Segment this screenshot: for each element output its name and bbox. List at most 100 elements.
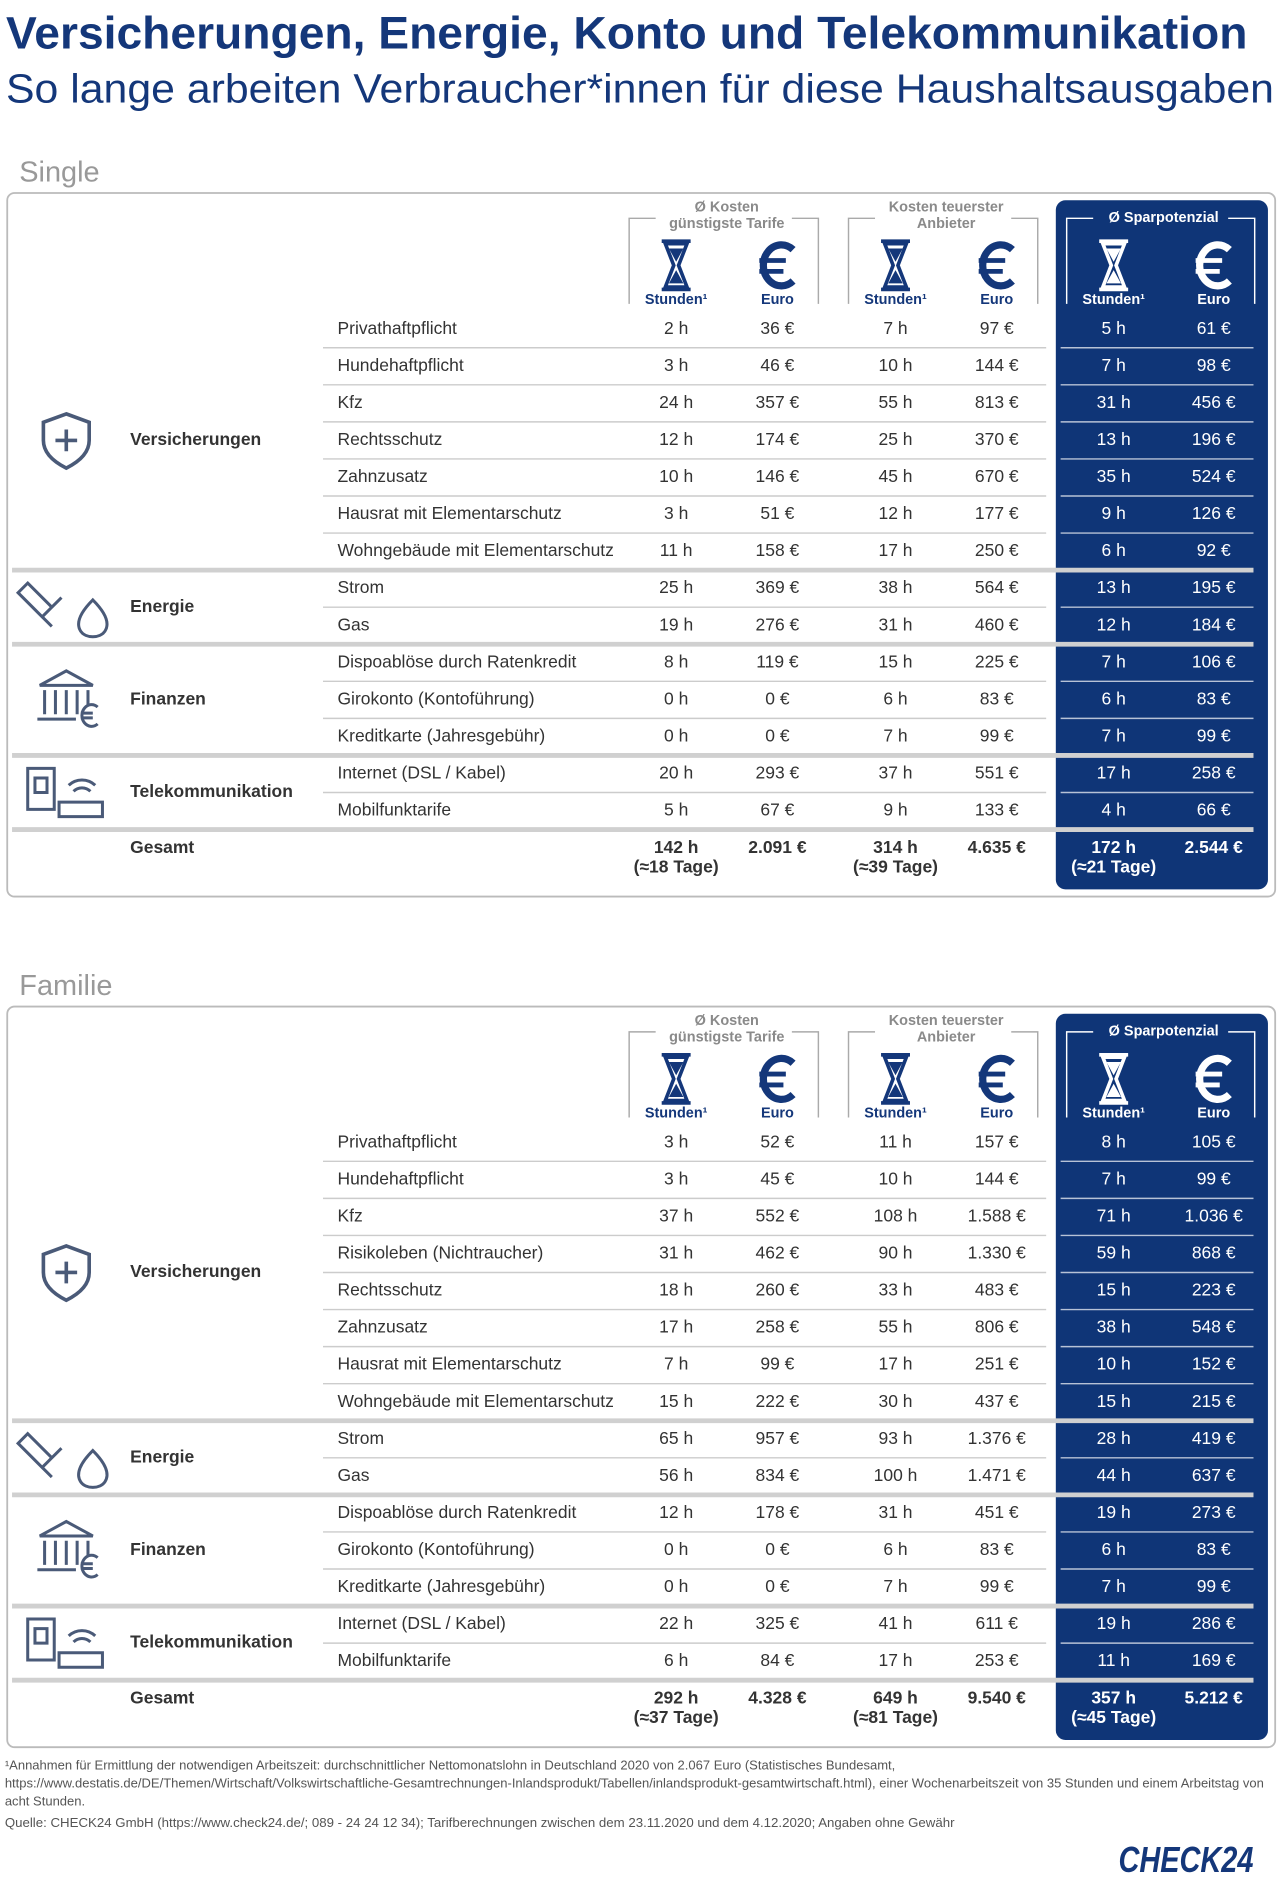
cell: 56 h xyxy=(659,1465,693,1485)
row-label: Privathaftpflicht xyxy=(337,318,457,338)
cell: 20 h xyxy=(659,763,693,783)
total-hours: 292 h xyxy=(654,1688,699,1708)
cell: 637 € xyxy=(1192,1465,1236,1485)
unit-label: Stunden¹ xyxy=(645,292,708,308)
cell: 253 € xyxy=(975,1650,1019,1670)
cell: 99 € xyxy=(980,726,1014,746)
unit-label: Euro xyxy=(1197,292,1230,308)
cell: 44 h xyxy=(1097,1465,1131,1485)
cell: 83 € xyxy=(980,688,1014,708)
cell: 273 € xyxy=(1192,1502,1236,1522)
row-label: Hausrat mit Elementarschutz xyxy=(337,1354,561,1374)
cell: 215 € xyxy=(1192,1391,1236,1411)
cell: 834 € xyxy=(756,1465,800,1485)
cell: 813 € xyxy=(975,392,1019,412)
unit-label: Euro xyxy=(1197,1106,1230,1122)
column-group-label: Kosten teuerster xyxy=(889,1013,1004,1029)
cell: 1.330 € xyxy=(968,1243,1027,1263)
cell: 251 € xyxy=(975,1354,1019,1374)
cell: 10 h xyxy=(659,466,693,486)
total-hours: 649 h xyxy=(873,1688,918,1708)
cell: 3 h xyxy=(664,503,688,523)
cell: 325 € xyxy=(756,1613,800,1633)
cell: 0 h xyxy=(664,688,688,708)
hourglass-sand xyxy=(668,1062,684,1097)
cell: 152 € xyxy=(1192,1354,1236,1374)
total-euro: 9.540 € xyxy=(968,1688,1027,1708)
row-label: Zahnzusatz xyxy=(337,466,427,486)
cell: 437 € xyxy=(975,1391,1019,1411)
total-hours: 314 h xyxy=(873,837,918,857)
cell: 99 € xyxy=(980,1576,1014,1596)
cell: 548 € xyxy=(1192,1317,1236,1337)
cell: 223 € xyxy=(1192,1280,1236,1300)
cell: 84 € xyxy=(760,1650,794,1670)
row-label: Hundehaftpflicht xyxy=(337,1168,463,1188)
cell: 146 € xyxy=(756,466,800,486)
cell: 38 h xyxy=(1097,1317,1131,1337)
group-label: Finanzen xyxy=(130,1539,206,1559)
euro-bars xyxy=(978,258,1006,274)
highlight-panel xyxy=(1055,200,1268,890)
bracket xyxy=(847,1031,1039,1118)
cell: 451 € xyxy=(975,1502,1019,1522)
row-label: Strom xyxy=(337,1428,384,1448)
total-days: (≈45 Tage) xyxy=(1071,1707,1156,1727)
cell: 158 € xyxy=(756,540,800,560)
cell: 1.036 € xyxy=(1185,1206,1244,1226)
row-label: Mobilfunktarife xyxy=(337,800,451,820)
cell: 12 h xyxy=(659,429,693,449)
telecom-icon xyxy=(26,1617,104,1669)
footnote-box: ¹Annahmen für Ermittlung der notwendigen… xyxy=(5,1759,1264,1806)
cell: 8 h xyxy=(1102,1131,1126,1151)
cell: 258 € xyxy=(756,1317,800,1337)
cell: 169 € xyxy=(1192,1650,1236,1670)
column-group-label: günstigste Tarife xyxy=(669,216,784,232)
section-box xyxy=(6,192,1277,898)
cell: 370 € xyxy=(975,429,1019,449)
euro-bars xyxy=(759,258,786,274)
row-label: Strom xyxy=(337,577,384,597)
bank-icon xyxy=(37,669,99,728)
total-euro: 2.544 € xyxy=(1185,837,1244,857)
unit-label: Euro xyxy=(761,1106,794,1122)
cell: 12 h xyxy=(659,1502,693,1522)
euro-bars xyxy=(1195,258,1223,274)
cell: 9 h xyxy=(883,800,907,820)
row-label: Girokonto (Kontoführung) xyxy=(337,1539,534,1559)
column-group-label: Ø Kosten xyxy=(695,1013,759,1029)
group-label: Versicherungen xyxy=(130,1261,261,1281)
group-label: Energie xyxy=(130,596,194,616)
cell: 144 € xyxy=(975,355,1019,375)
column-group-label: Ø Kosten xyxy=(695,199,759,215)
cell: 33 h xyxy=(879,1280,913,1300)
cell: 5 h xyxy=(1102,318,1126,338)
cell: 108 h xyxy=(874,1206,918,1226)
cell: 177 € xyxy=(975,503,1019,523)
cell: 92 € xyxy=(1197,540,1231,560)
total-euro: 4.328 € xyxy=(748,1688,807,1708)
cell: 17 h xyxy=(879,1650,913,1670)
total-hours: 142 h xyxy=(654,837,699,857)
cell: 462 € xyxy=(756,1243,800,1263)
row-label: Kfz xyxy=(337,1206,362,1226)
row-label: Mobilfunktarife xyxy=(337,1650,451,1670)
total-hours: 357 h xyxy=(1091,1688,1136,1708)
cell: 4 h xyxy=(1102,800,1126,820)
cell: 66 € xyxy=(1197,800,1231,820)
cell: 460 € xyxy=(975,614,1019,634)
cell: 99 € xyxy=(760,1354,794,1374)
cell: 806 € xyxy=(975,1317,1019,1337)
cell: 100 h xyxy=(874,1465,918,1485)
total-label: Gesamt xyxy=(130,1688,194,1708)
cell: 551 € xyxy=(975,763,1019,783)
cell: 611 € xyxy=(976,1613,1019,1633)
total-days: (≈37 Tage) xyxy=(634,1707,719,1727)
unit-label: Stunden¹ xyxy=(864,1106,927,1122)
cell: 0 € xyxy=(765,726,790,746)
cell: 2 h xyxy=(664,318,688,338)
column-group-label: Ø Sparpotenzial xyxy=(1109,210,1219,226)
cell: 11 h xyxy=(1097,1650,1130,1670)
column-group-label: günstigste Tarife xyxy=(669,1030,784,1046)
column-group-label: Kosten teuerster xyxy=(889,199,1004,215)
